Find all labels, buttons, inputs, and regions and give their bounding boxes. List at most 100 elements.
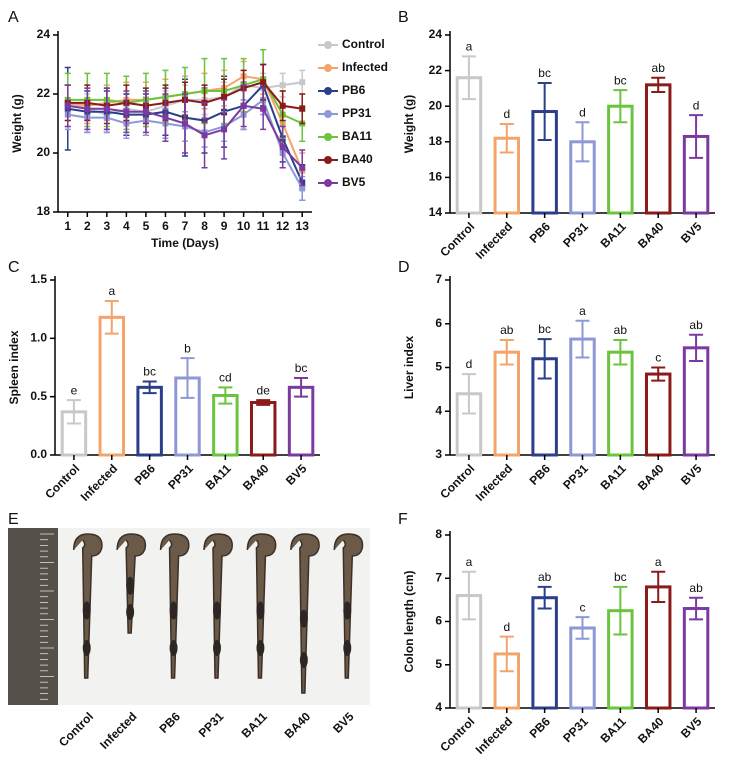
legend-label: BA40 [342,152,373,166]
x-tick-label: BA11 [203,461,234,492]
x-tick-label: BA40 [240,461,272,493]
sample-label: PB6 [157,709,184,736]
significance-label: ab [538,570,552,584]
marker [279,82,286,89]
significance-label: cd [219,371,232,385]
panel-letter: A [8,9,19,26]
y-tick-label: 16 [429,170,443,184]
error-bar [575,319,590,359]
y-tick-label: 22 [37,86,51,100]
x-tick-label: 11 [257,219,270,233]
bar [531,596,558,710]
legend-label: Control [342,37,385,51]
legend-marker [324,156,332,164]
marker [103,105,110,112]
colon-segment [299,609,308,628]
bar [607,350,634,457]
colon-segment [169,601,178,620]
significance-label: d [693,98,700,112]
x-tick-label: PP31 [165,461,196,492]
legend-marker [324,87,332,95]
x-tick-label: BA40 [635,461,667,493]
significance-label: bc [614,73,627,87]
error-bar [575,616,590,640]
error-bar [104,300,119,335]
legend-marker [324,64,332,72]
marker [221,93,228,100]
y-tick-label: 18 [429,134,443,148]
error-bar [689,114,704,159]
y-axis-label: Weight (g) [402,95,416,153]
legend-label: PP31 [342,106,372,120]
y-tick-label: 5 [435,360,442,374]
marker [240,102,247,109]
legend-label: BV5 [342,175,366,189]
colon-segment [82,601,91,620]
bar [644,372,672,457]
sample-label: Infected [97,709,139,751]
panel-letter: E [8,511,19,528]
error-bar [180,357,195,399]
significance-label: de [257,383,271,397]
significance-label: a [655,555,662,569]
colon-segment [126,604,135,620]
x-axis-label: Time (Days) [151,236,219,250]
bar [136,385,163,457]
x-tick-label: Infected [78,461,120,503]
marker [142,108,149,115]
error-bar [461,55,476,101]
sample-label: Control [56,709,96,749]
error-bar [256,399,271,406]
marker [182,120,188,127]
colon-segment [343,640,352,656]
y-tick-label: 20 [429,98,443,112]
panel-letter: C [8,259,20,276]
y-axis-label: Spleen index [7,330,21,404]
bar [98,315,126,457]
x-tick-label: 7 [182,219,189,233]
significance-label: d [466,357,473,371]
bar [569,626,596,710]
error-bar [651,570,666,604]
y-tick-label: 14 [429,205,443,219]
bar [682,607,710,710]
x-tick-label: Control [437,714,477,754]
error-bar [689,333,704,362]
x-tick-label: BV5 [678,714,705,741]
error-bar [651,76,666,93]
colon-segment [213,640,221,656]
x-tick-label: BA40 [635,219,667,251]
error-bar [142,380,157,395]
significance-label: bc [614,570,627,584]
error-bar [537,82,552,142]
marker [221,126,228,133]
x-tick-label: Control [42,461,82,501]
error-bar [689,596,704,621]
x-tick-label: PB6 [132,461,159,488]
significance-label: c [580,600,586,614]
y-tick-label: 20 [37,145,51,159]
legend-label: BA11 [342,129,372,143]
x-tick-label: BV5 [678,461,705,488]
marker [299,79,306,86]
y-tick-label: 0.0 [30,447,47,461]
x-tick-label: PP31 [560,219,591,250]
x-tick-label: PB6 [527,461,554,488]
x-tick-label: 5 [143,219,150,233]
y-axis-label: Colon length (cm) [402,571,416,673]
x-tick-label: PP31 [560,714,591,745]
y-tick-label: 4 [435,700,442,714]
error-bar [461,373,476,415]
marker [123,108,130,115]
x-tick-label: 9 [221,219,228,233]
sample-label: BA11 [239,709,270,740]
x-tick-label: Control [437,219,477,259]
significance-label: bc [538,66,551,80]
significance-label: e [71,383,78,397]
x-tick-label: Control [437,461,477,501]
error-bar [66,399,81,425]
significance-label: d [503,107,510,121]
y-tick-label: 6 [435,614,442,628]
significance-label: bc [143,365,156,379]
